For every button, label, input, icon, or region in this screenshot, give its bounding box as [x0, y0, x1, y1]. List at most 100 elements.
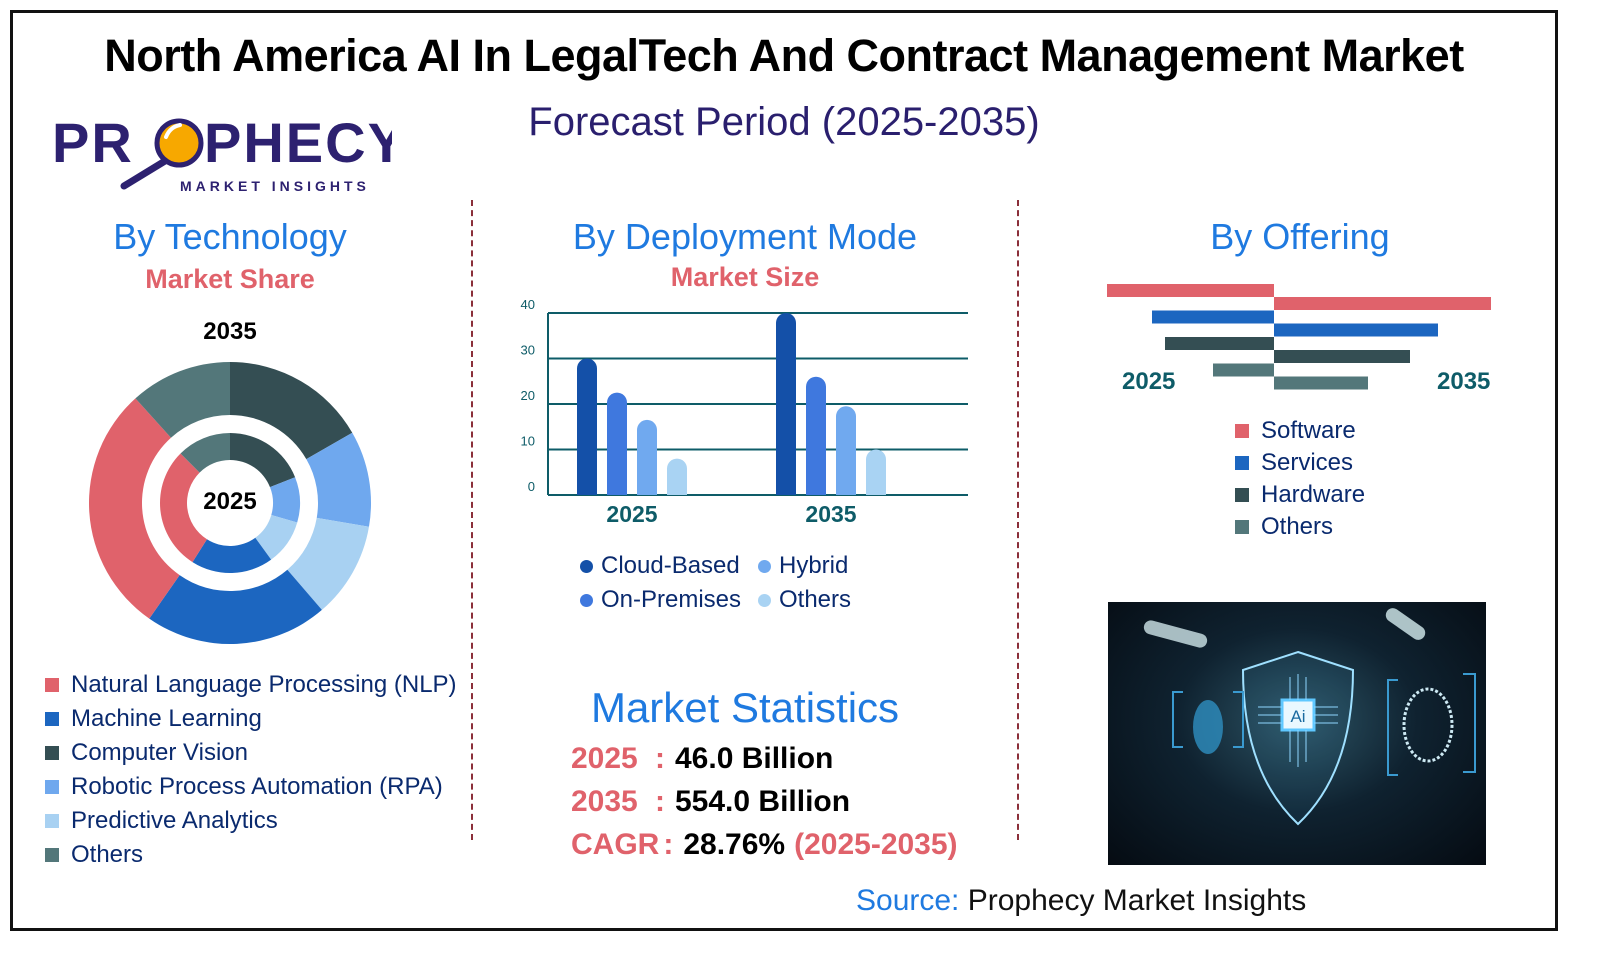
technology-donut-chart	[89, 362, 371, 644]
logo-tagline: MARKET INSIGHTS	[180, 178, 370, 194]
legend-item: Computer Vision	[45, 736, 457, 770]
bar-on-premises-2025	[607, 392, 627, 495]
offering-bar-2035-software	[1274, 297, 1491, 310]
legend-item: Hybrid	[758, 552, 878, 580]
stat-row: 2025:46.0 Billion	[571, 742, 958, 785]
ai-security-image: Ai	[1108, 602, 1486, 865]
offering-bar-2025-hardware	[1165, 337, 1274, 350]
offering-right-label: 2035	[1437, 368, 1491, 395]
legend-swatch	[1235, 520, 1249, 534]
source-value: Prophecy Market Insights	[967, 884, 1307, 917]
infographic-frame	[10, 10, 1558, 931]
legend-item: On-Premises	[580, 586, 758, 614]
offering-diverging-bar-chart	[1107, 284, 1491, 390]
legend-swatch	[1235, 456, 1249, 470]
x-tick-label: 2035	[805, 501, 856, 527]
legend-label: Computer Vision	[71, 739, 248, 766]
deployment-title: By Deployment Mode	[572, 216, 918, 257]
deployment-subtitle: Market Size	[670, 262, 820, 292]
fingerprint-icon	[1402, 687, 1454, 763]
offering-bar-2035-hardware	[1274, 350, 1410, 363]
legend-label: Cloud-Based	[601, 552, 740, 579]
legend-swatch	[45, 678, 59, 692]
legend-item: Services	[1235, 447, 1365, 479]
svg-text:PHECY: PHECY	[204, 112, 392, 174]
legend-dot	[580, 593, 593, 607]
stat-label: 2035	[571, 785, 638, 818]
offering-left-label: 2025	[1122, 368, 1176, 395]
stat-separator: :	[663, 828, 674, 861]
legend-item: Predictive Analytics	[45, 804, 457, 838]
bar-hybrid-2025	[637, 419, 657, 495]
stat-period: (2025-2035)	[794, 828, 958, 861]
donut-slice-2025	[192, 537, 272, 573]
stats-title: Market Statistics	[590, 684, 900, 731]
prophecy-logo-icon: PR PHECY	[52, 111, 405, 190]
y-tick-label: 20	[521, 388, 535, 403]
stat-separator: :	[655, 742, 665, 775]
legend-dot	[758, 559, 771, 573]
y-tick-label: 10	[521, 434, 535, 449]
legend-label: Others	[779, 586, 852, 613]
x-tick-label: 2025	[606, 501, 657, 527]
legend-label: Software	[1261, 417, 1356, 444]
stat-row: 2035:554.0 Billion	[571, 785, 958, 828]
legend-item: Others	[758, 586, 878, 614]
legend-swatch	[45, 848, 59, 862]
stat-value: 28.76%	[683, 828, 786, 861]
page-subtitle: Forecast Period (2025-2035)	[528, 100, 1040, 144]
offering-bar-2025-others	[1213, 363, 1274, 377]
legend-label: Robotic Process Automation (RPA)	[71, 773, 443, 800]
legend-swatch	[45, 712, 59, 726]
donut-slice-2025	[160, 453, 207, 563]
legend-label: Hardware	[1261, 481, 1366, 508]
section-divider	[471, 200, 473, 840]
y-tick-label: 40	[521, 297, 535, 312]
donut-slice-2025	[230, 433, 296, 488]
stat-row: CAGR:28.76% (2025-2035)	[571, 828, 958, 871]
deployment-bar-chart: 0 10 20 30 40 2025 2035	[521, 297, 968, 527]
legend-label: Natural Language Processing (NLP)	[71, 671, 457, 698]
legend-item: Hardware	[1235, 479, 1365, 511]
legend-swatch	[45, 780, 59, 794]
legend-label: Others	[1261, 513, 1334, 540]
offering-bar-2035-others	[1274, 376, 1368, 390]
bar-others-2025	[667, 458, 687, 495]
stat-label: 2025	[571, 742, 638, 775]
bar-cloud-based-2035	[776, 313, 796, 495]
legend-label: Services	[1261, 449, 1354, 476]
offering-bar-2035-services	[1274, 323, 1438, 337]
legend-item: Others	[45, 838, 457, 872]
legend-item: Software	[1235, 415, 1365, 447]
donut-slice-2025	[255, 514, 298, 560]
bar-hybrid-2035	[836, 406, 856, 495]
bar-cloud-based-2025	[577, 358, 597, 495]
legend-dot	[580, 559, 593, 573]
donut-slice-2035	[149, 569, 322, 644]
legend-item: Machine Learning	[45, 702, 457, 736]
source-label: Source:	[856, 884, 960, 917]
fingerprint-icon	[1193, 700, 1223, 754]
legend-swatch	[1235, 488, 1249, 502]
bar-others-2035	[866, 449, 886, 495]
legend-swatch	[1235, 424, 1249, 438]
deployment-legend: Cloud-Based Hybrid On-Premises Others	[580, 552, 880, 614]
legend-swatch	[45, 746, 59, 760]
y-tick-label: 0	[528, 479, 535, 494]
donut-inner-label: 2025	[203, 488, 257, 515]
stat-separator: :	[655, 785, 665, 818]
logo: PR PHECY MARKET INSIGHTS	[52, 111, 405, 196]
ai-shield-icon: Ai	[1172, 650, 1476, 826]
stat-value: 554.0 Billion	[675, 785, 851, 818]
legend-label: On-Premises	[601, 586, 742, 613]
offering-legend: Software Services Hardware Others	[1235, 415, 1365, 543]
legend-label: Machine Learning	[71, 705, 262, 732]
offering-bar-2025-services	[1152, 310, 1274, 324]
legend-swatch	[45, 814, 59, 828]
donut-slice-2035	[89, 398, 180, 619]
offering-title: By Offering	[1210, 216, 1390, 257]
legend-label: Hybrid	[779, 552, 849, 579]
donut-slice-2035	[230, 362, 353, 460]
donut-slice-2025	[180, 433, 230, 473]
legend-label: Predictive Analytics	[71, 807, 278, 834]
